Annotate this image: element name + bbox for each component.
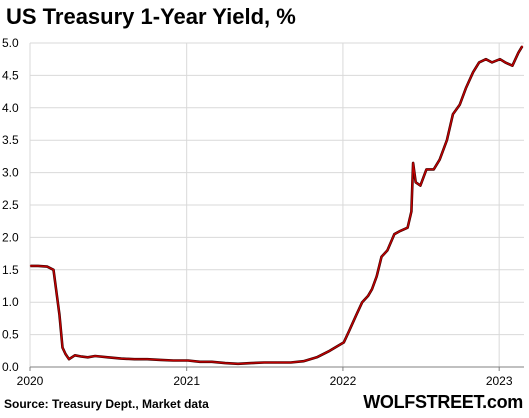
data-point-45 xyxy=(415,181,417,183)
data-point-61 xyxy=(517,52,520,54)
data-point-60 xyxy=(511,65,514,67)
tick-labels: 0.0 0.5 1.0 1.5 2.0 2.5 3.0 3.5 4.0 4.5 5.0 2020 202… xyxy=(2,36,513,388)
data-point-6 xyxy=(61,346,64,349)
data-point-62 xyxy=(521,45,523,47)
data-point-53 xyxy=(465,87,467,89)
data-point-49 xyxy=(439,159,441,161)
data-point-17 xyxy=(159,359,162,361)
y-tick-label-10: 5.0 xyxy=(2,36,19,50)
y-tick-label-2: 1.0 xyxy=(2,295,19,309)
data-point-56 xyxy=(485,58,487,60)
y-tick-label-6: 3.0 xyxy=(2,166,19,180)
y-tick-label-8: 4.0 xyxy=(2,101,19,115)
data-point-37 xyxy=(376,275,378,277)
x-tick-label-3: 2023 xyxy=(486,374,513,388)
x-tick-label-1: 2021 xyxy=(173,374,200,388)
data-point-36 xyxy=(371,288,373,290)
data-point-9 xyxy=(74,354,76,356)
data-point-24 xyxy=(250,362,252,364)
data-point-29 xyxy=(316,356,318,358)
data-point-23 xyxy=(237,363,239,365)
data-point-11 xyxy=(87,356,89,358)
data-point-30 xyxy=(329,350,331,352)
data-point-41 xyxy=(399,230,401,232)
data-point-27 xyxy=(290,361,292,364)
data-point-44 xyxy=(412,162,414,164)
y-tick-label-4: 2.0 xyxy=(2,230,19,244)
data-point-52 xyxy=(459,103,461,106)
data-point-2 xyxy=(46,265,48,268)
data-point-32 xyxy=(348,330,350,332)
data-point-35 xyxy=(367,295,369,297)
data-point-26 xyxy=(276,361,279,364)
data-point-10 xyxy=(81,356,83,358)
data-point-3 xyxy=(52,269,55,271)
data-point-8 xyxy=(68,358,70,360)
data-point-55 xyxy=(478,61,480,64)
y-tick-label-3: 1.5 xyxy=(2,263,19,277)
data-point-21 xyxy=(211,361,213,363)
series-layer xyxy=(29,45,524,366)
y-tick-label-1: 0.5 xyxy=(2,328,19,342)
y-tick-label-0: 0.0 xyxy=(2,360,19,374)
data-point-59 xyxy=(504,61,506,64)
data-point-15 xyxy=(133,358,136,360)
data-point-19 xyxy=(187,359,189,362)
data-point-25 xyxy=(263,361,265,364)
data-point-1 xyxy=(37,265,39,267)
data-point-38 xyxy=(380,256,383,258)
data-point-0 xyxy=(29,265,32,267)
data-point-58 xyxy=(499,58,501,60)
data-point-34 xyxy=(361,301,363,303)
data-point-5 xyxy=(58,314,61,316)
grid-lines xyxy=(29,42,524,368)
data-point-33 xyxy=(355,314,357,316)
data-point-16 xyxy=(146,358,148,360)
y-tick-label-7: 3.5 xyxy=(2,133,19,147)
data-point-28 xyxy=(302,360,305,362)
data-point-43 xyxy=(410,210,413,213)
data-point-20 xyxy=(199,361,201,363)
data-point-4 xyxy=(55,291,58,294)
axes xyxy=(29,366,524,371)
x-tick-label-0: 2020 xyxy=(17,374,44,388)
data-point-40 xyxy=(393,233,395,235)
data-point-48 xyxy=(433,168,435,170)
brand-logo: WOLFSTREET.com xyxy=(363,392,523,412)
data-point-18 xyxy=(172,359,175,362)
data-point-54 xyxy=(472,71,474,73)
chart-title: US Treasury 1-Year Yield, % xyxy=(6,4,296,29)
y-tick-label-5: 2.5 xyxy=(2,198,19,212)
data-point-22 xyxy=(224,362,226,364)
data-point-50 xyxy=(446,139,448,141)
data-point-13 xyxy=(107,356,109,358)
data-point-46 xyxy=(419,184,422,187)
y-tick-label-9: 4.5 xyxy=(2,68,19,82)
x-tick-label-2: 2022 xyxy=(330,374,357,388)
data-point-7 xyxy=(64,353,67,355)
data-point-47 xyxy=(425,168,427,170)
data-point-51 xyxy=(452,113,454,115)
data-point-12 xyxy=(94,355,96,357)
source-note: Source: Treasury Dept., Market data xyxy=(4,397,209,411)
data-point-31 xyxy=(343,341,345,343)
data-point-14 xyxy=(120,357,122,360)
data-point-39 xyxy=(386,249,389,251)
data-point-57 xyxy=(491,61,493,64)
data-point-42 xyxy=(406,227,409,229)
